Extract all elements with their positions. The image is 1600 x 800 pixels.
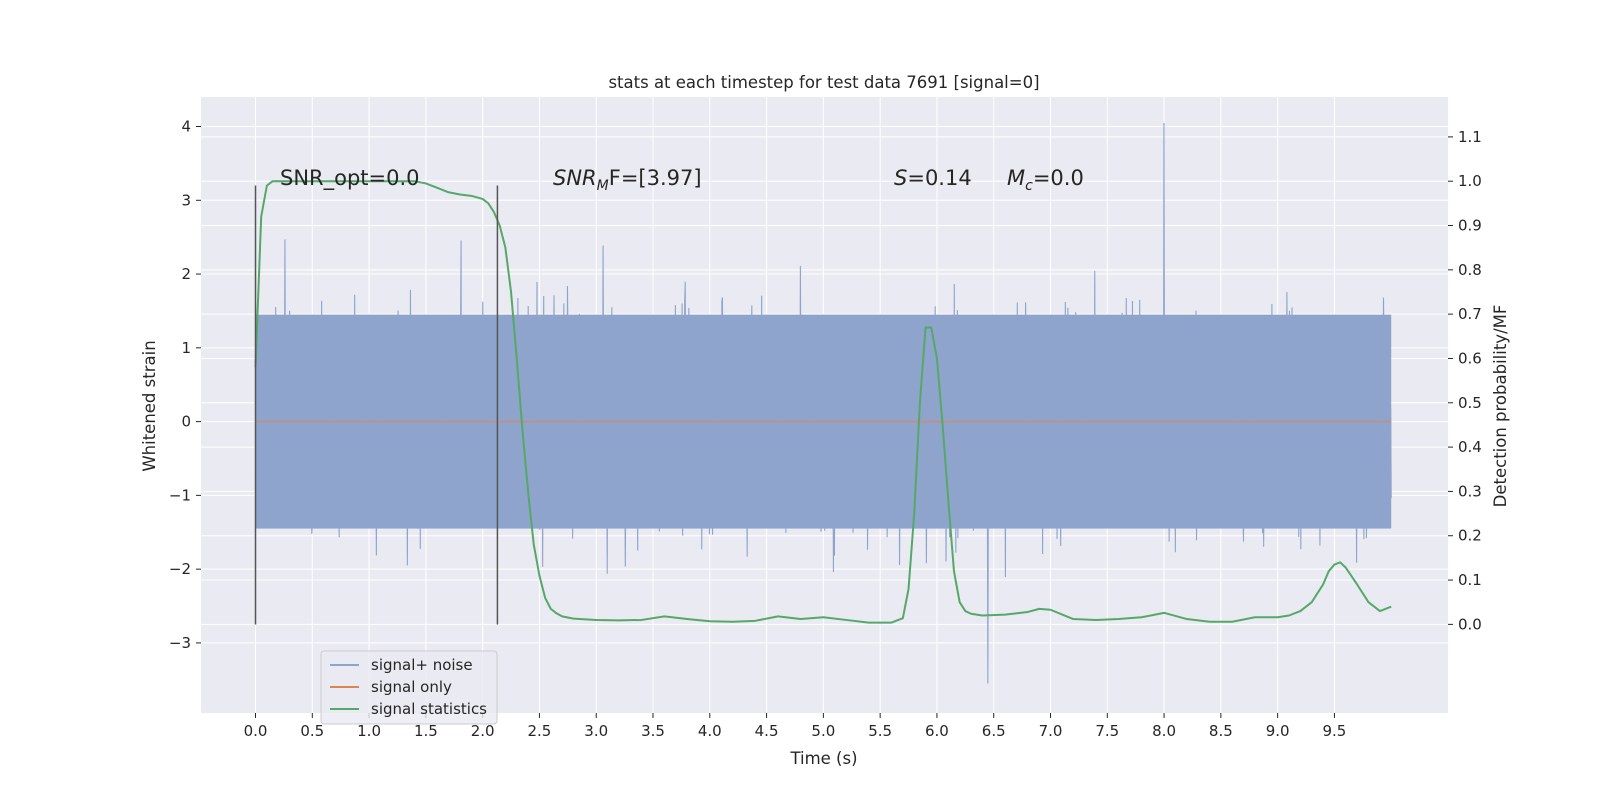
y-tick-label: 1 — [181, 339, 191, 357]
x-tick-label: 7.0 — [1039, 722, 1063, 740]
snr-mf-subscript: M — [597, 178, 609, 194]
x-tick-label: 2.0 — [471, 722, 495, 740]
chart-title: stats at each timestep for test data 769… — [608, 73, 1039, 92]
snr-mf-value: F=[3.97] — [609, 166, 702, 190]
x-tick-label: 5.5 — [868, 722, 892, 740]
y-tick-label: −1 — [169, 486, 191, 504]
statistics-series — [254, 180, 1392, 624]
y-tick-label-right: 0.0 — [1458, 615, 1482, 633]
y-tick-label-right: 0.5 — [1458, 394, 1482, 412]
y-tick-label: −3 — [169, 634, 191, 652]
y-tick-label-right: 0.2 — [1458, 527, 1482, 545]
y-tick-label: 3 — [181, 191, 191, 209]
y-tick-label-right: 0.7 — [1458, 305, 1482, 323]
y-tick-label: −2 — [169, 560, 191, 578]
x-tick-label: 1.5 — [414, 722, 438, 740]
x-tick-label: 6.5 — [982, 722, 1006, 740]
window-markers — [254, 185, 499, 625]
y-tick-label-right: 0.4 — [1458, 438, 1482, 456]
x-tick-label: 8.5 — [1209, 722, 1233, 740]
x-tick-label: 1.0 — [357, 722, 381, 740]
noise-trace — [254, 122, 1392, 684]
x-tick-label: 5.0 — [811, 722, 835, 740]
x-tick-label: 7.5 — [1095, 722, 1119, 740]
annotation-snr-mf: SNRMF=[3.97] — [553, 166, 702, 194]
s-value: =0.14 — [907, 166, 971, 190]
legend-box — [320, 650, 498, 725]
mc-value: =0.0 — [1033, 166, 1084, 190]
legend-label-noise: signal+ noise — [371, 656, 473, 674]
legend: signal+ noise signal only signal statist… — [320, 650, 498, 725]
x-tick-label: 6.0 — [925, 722, 949, 740]
y-tick-label: 2 — [181, 265, 191, 283]
annotation-s: S=0.14 — [894, 166, 972, 190]
mc-main: M — [1007, 166, 1025, 190]
y-ticks-right: 0.0 0.1 0.2 0.3 0.4 0.5 0.6 0.7 0.8 0.9 1.0 1.1 — [1448, 128, 1482, 633]
x-tick-label: 9.0 — [1266, 722, 1290, 740]
y-tick-label-right: 0.6 — [1458, 349, 1482, 367]
x-tick-label: 0.5 — [300, 722, 324, 740]
x-tick-label: 2.5 — [528, 722, 552, 740]
x-ticks: 0.0 0.5 1.0 1.5 2.0 2.5 3.0 3.5 4.0 4.5 5.0 5.5 6.0 6… — [244, 713, 1347, 740]
y-axis-label-right: Detection probability/MF — [1491, 305, 1510, 508]
x-tick-label: 4.5 — [755, 722, 779, 740]
y-axis-label: Whitened strain — [140, 340, 159, 471]
x-tick-label: 3.0 — [584, 722, 608, 740]
y-tick-label: 4 — [181, 118, 191, 136]
x-tick-label: 0.0 — [244, 722, 268, 740]
y-tick-label: 0 — [181, 413, 191, 431]
x-axis-label: Time (s) — [789, 749, 857, 768]
mc-subscript: c — [1025, 178, 1033, 194]
snr-mf-main: SNR — [553, 166, 597, 190]
y-tick-label-right: 1.0 — [1458, 172, 1482, 190]
y-tick-label-right: 0.1 — [1458, 571, 1482, 589]
x-tick-label: 3.5 — [641, 722, 665, 740]
x-tick-label: 8.0 — [1152, 722, 1176, 740]
statistics-line — [254, 180, 1392, 624]
legend-label-signal: signal only — [371, 678, 452, 696]
y-ticks-left: −3 −2 −1 0 1 2 3 4 — [169, 118, 201, 652]
x-tick-label: 9.5 — [1323, 722, 1347, 740]
annotation-snr-opt: SNR_opt=0.0 — [280, 166, 420, 191]
y-tick-label-right: 0.3 — [1458, 482, 1482, 500]
s-main: S — [894, 166, 907, 190]
y-tick-label-right: 0.9 — [1458, 217, 1482, 235]
annotation-mc: Mc=0.0 — [1007, 166, 1084, 194]
y-tick-label-right: 0.8 — [1458, 261, 1482, 279]
legend-label-statistics: signal statistics — [371, 700, 487, 718]
y-tick-label-right: 1.1 — [1458, 128, 1482, 146]
x-tick-label: 4.0 — [698, 722, 722, 740]
